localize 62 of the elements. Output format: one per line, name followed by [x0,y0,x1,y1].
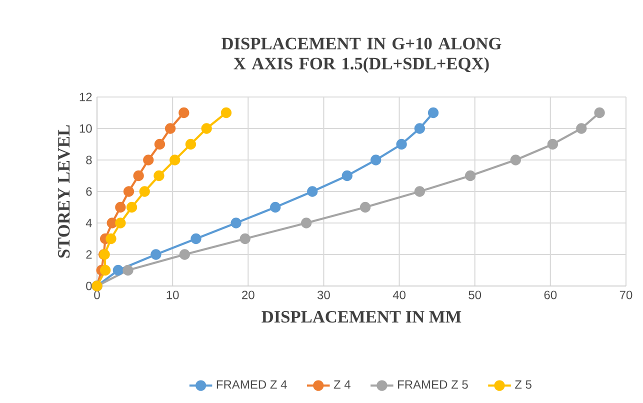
point [396,138,407,150]
point [154,138,166,150]
y-tick-label: 10 [80,124,92,133]
point [360,202,371,213]
y-axis-title: STOREY LEVEL [58,125,70,258]
x-tick-label: 40 [392,290,406,300]
x-tick-label: 10 [166,290,179,300]
point [576,123,587,134]
point [342,170,352,182]
point [510,154,521,166]
chart-title: DISPLACEMENT IN G+10 ALONG X AXIS FOR 1.5(DL+SDL+EQX) [222,38,502,73]
y-tick-label: 0 [86,282,92,290]
x-tick-label: 30 [317,290,330,300]
y-tick-label: 6 [86,187,92,196]
legend-label: Z 5 [514,380,532,389]
point [170,154,180,166]
point [230,218,242,228]
x-tick-label: 60 [544,290,557,300]
point [115,218,126,228]
point [112,264,124,276]
point [190,233,202,244]
point [414,123,426,134]
point [154,170,164,182]
point [139,186,150,197]
point [179,249,190,260]
point [594,107,605,118]
y-tick-label: 12 [80,92,92,102]
point [133,170,144,182]
point [240,233,250,244]
point [123,186,134,197]
point [126,202,138,213]
legend-label: FRAMED Z 4 [216,380,287,389]
point [178,107,190,118]
point [270,202,281,213]
x-tick-label: 20 [242,290,254,300]
point [164,123,176,134]
point [464,170,476,182]
y-tick-label: 8 [86,156,92,164]
point [414,186,426,197]
point [106,218,118,228]
x-tick-label: 0 [94,290,100,300]
point [122,264,134,276]
point [300,218,312,228]
point [428,107,439,118]
point [150,249,162,260]
point [547,138,558,150]
point [106,233,116,244]
x-tick-label: 50 [468,290,482,300]
x-axis-title: DISPLACEMENT IN MM [262,311,462,323]
y-tick-label: 4 [86,218,92,228]
legend-label: FRAMED Z 5 [398,380,468,389]
x-tick-label: 70 [620,290,632,300]
y-tick-label: 2 [86,250,92,259]
point [201,123,212,134]
point [307,186,318,197]
point [143,154,154,166]
point [185,138,196,150]
point [370,154,382,166]
point [115,202,126,213]
point [220,107,232,118]
point [100,264,111,276]
legend-label: Z 4 [334,380,350,389]
